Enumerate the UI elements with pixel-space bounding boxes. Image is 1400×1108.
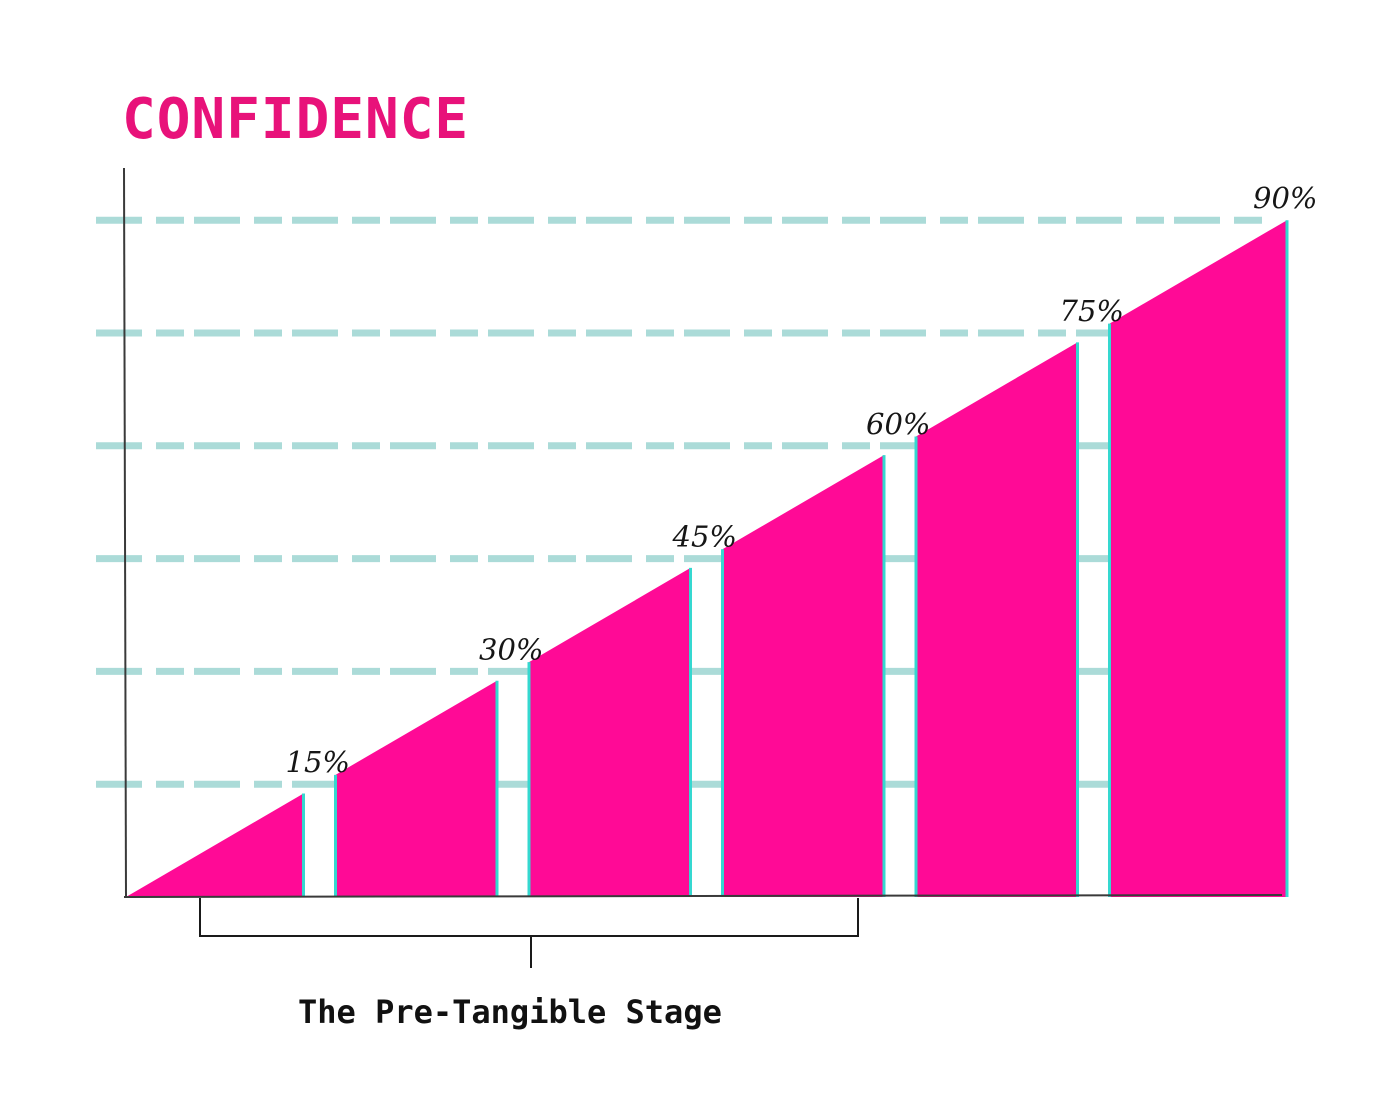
bracket-line	[199, 898, 859, 968]
stage-bracket	[199, 898, 859, 968]
confidence-area	[126, 220, 1289, 897]
area-segment-3	[529, 567, 691, 897]
area-segment-5	[916, 342, 1078, 897]
data-label-60: 60%	[866, 407, 930, 441]
data-label-30: 30%	[479, 632, 543, 666]
data-label-15: 15%	[286, 745, 350, 779]
area-segment-2	[335, 680, 497, 897]
data-labels: 15% 30% 45% 60% 75% 90%	[286, 181, 1318, 779]
area-segment-1	[126, 793, 304, 897]
stage-label: The Pre-Tangible Stage	[298, 993, 722, 1031]
chart-title: CONFIDENCE	[122, 87, 470, 152]
data-label-75: 75%	[1060, 294, 1124, 328]
area-segment-6	[1109, 220, 1287, 897]
data-label-90: 90%	[1253, 181, 1317, 215]
axes	[123, 167, 1283, 899]
y-axis	[123, 167, 127, 899]
area-segment-4	[722, 455, 884, 897]
x-axis	[123, 894, 1283, 898]
data-label-45: 45%	[672, 520, 737, 554]
